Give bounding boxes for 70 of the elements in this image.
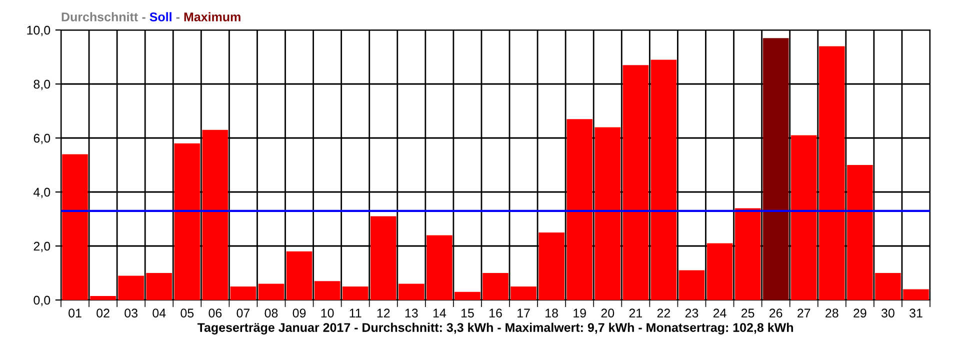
x-tick-label: 08: [264, 308, 278, 318]
bar: [90, 296, 116, 300]
bar: [566, 119, 592, 300]
x-tick-label: 13: [405, 308, 418, 318]
bar: [426, 235, 452, 300]
bar: [62, 154, 88, 300]
bar: [454, 292, 480, 300]
x-tick-label: 16: [490, 308, 502, 318]
x-tick-label: 20: [601, 308, 614, 318]
bar: [314, 281, 340, 300]
x-tick-label: 24: [713, 308, 726, 318]
x-tick-label: 02: [96, 308, 110, 318]
y-tick-label: 2,0: [34, 242, 50, 252]
bar: [174, 143, 200, 300]
x-tick-label: 25: [741, 308, 754, 318]
bar: [202, 130, 228, 300]
bar: [622, 65, 649, 300]
bar: [118, 276, 144, 300]
x-tick-label: 30: [881, 308, 894, 318]
bar: [398, 284, 424, 300]
x-tick-label: 07: [236, 308, 250, 318]
bar: [762, 38, 789, 300]
x-tick-label: 04: [152, 308, 166, 318]
y-tick-label: 8,0: [34, 80, 50, 90]
y-tick-label: 0,0: [34, 296, 50, 306]
x-tick-label: 06: [208, 308, 222, 318]
x-tick-label: 14: [433, 308, 446, 318]
x-tick-label: 05: [180, 308, 194, 318]
bar: [538, 232, 564, 300]
x-tick-label: 10: [321, 308, 334, 318]
bar: [706, 243, 733, 300]
bar: [903, 289, 929, 300]
x-tick-label: 21: [629, 308, 642, 318]
x-tick-label: 19: [574, 308, 586, 318]
bar: [230, 286, 256, 300]
x-tick-label: 11: [350, 308, 362, 318]
x-tick-label: 18: [546, 308, 558, 318]
bar: [594, 127, 621, 300]
y-tick-label: 4,0: [33, 188, 50, 198]
x-tick-label: 23: [685, 308, 698, 318]
x-tick-label: 09: [292, 308, 306, 318]
x-tick-label: 26: [770, 308, 782, 318]
x-tick-label: 22: [657, 308, 670, 318]
x-tick-label: 15: [461, 308, 474, 318]
x-tick-label: 27: [798, 308, 810, 318]
x-tick-label: 12: [377, 308, 390, 318]
bar: [286, 251, 312, 300]
x-tick-label: 01: [68, 308, 82, 318]
bar: [734, 208, 761, 300]
bar: [875, 273, 901, 300]
x-tick-label: 28: [826, 308, 838, 318]
x-tick-label: 03: [124, 308, 138, 318]
x-tick-label: 29: [854, 308, 866, 318]
bar: [790, 135, 817, 300]
x-tick-label: 17: [518, 308, 530, 318]
bar: [146, 273, 172, 300]
x-tick-label: 31: [910, 308, 922, 318]
bar: [482, 273, 508, 300]
bar: [847, 165, 873, 300]
bar: [342, 286, 368, 300]
bar: [258, 284, 284, 300]
bar: [370, 216, 396, 300]
chart-title: Durchschnitt - Soll - Maximum: [62, 12, 240, 22]
bar: [650, 60, 677, 300]
bar: [818, 46, 845, 300]
bar: [510, 286, 536, 300]
y-tick-label: 10,0: [27, 26, 50, 36]
y-tick-label: 6,0: [34, 134, 50, 144]
x-axis-title: Tageserträge Januar 2017 - Durchschnitt: 3,3 kWh - Maximalwert: 9,7 kWh - Monatsertrag: 102,8 kWh: [197, 322, 793, 334]
bar: [678, 270, 705, 300]
